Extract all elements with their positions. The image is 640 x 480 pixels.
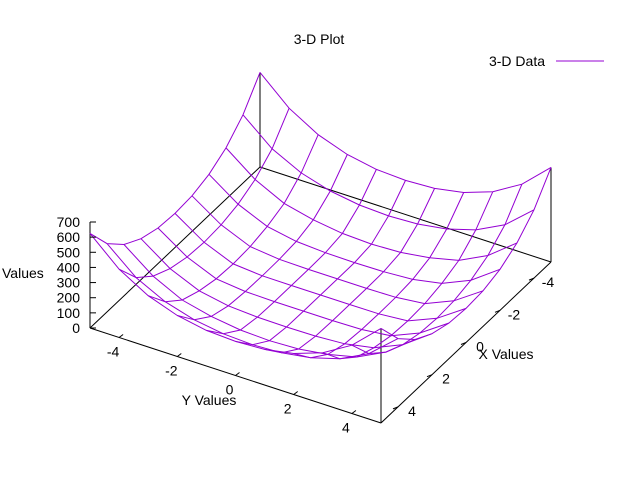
mesh-line-x--1: [206, 169, 377, 335]
z-tick-label: 700: [57, 214, 81, 230]
mesh-line-y--5: [89, 233, 382, 355]
x-tick: [494, 309, 501, 313]
mesh-line-x-0: [235, 180, 406, 346]
y-tick-label: -4: [107, 344, 120, 360]
z-tick-label: 400: [57, 259, 81, 275]
y-tick-label: 4: [342, 420, 350, 436]
mesh-line-y--4: [106, 243, 399, 360]
mesh-line-x-3: [322, 191, 494, 360]
z-tick-label: 600: [57, 229, 81, 245]
z-axis-label: Values: [2, 265, 44, 281]
mesh-line-y-4: [242, 114, 535, 231]
mesh-line-x-5: [380, 167, 552, 341]
mesh-line-x-4: [351, 184, 523, 355]
y-tick-label: 2: [284, 401, 292, 417]
mesh-line-x-1: [264, 188, 436, 354]
y-tick: [118, 334, 124, 338]
x-tick: [392, 406, 399, 410]
y-tick: [235, 372, 240, 376]
x-tick-label: -4: [542, 274, 555, 290]
axes: [89, 72, 552, 424]
y-tick: [351, 410, 357, 414]
surface-mesh: [89, 72, 552, 360]
mesh-line-x--3: [148, 134, 319, 303]
y-tick-label: -2: [165, 363, 178, 379]
y-tick: [293, 391, 299, 395]
base-edge-back: [259, 166, 552, 263]
legend-label: 3-D Data: [489, 53, 545, 69]
y-tick-label: 0: [226, 382, 234, 398]
z-tick-label: 500: [57, 244, 81, 260]
z-tick-label: 0: [72, 320, 80, 336]
legend: 3-D Data: [489, 53, 604, 69]
z-tick-label: 100: [57, 305, 81, 321]
y-axis-label: Y Values: [182, 392, 237, 408]
x-tick: [460, 342, 467, 345]
x-tick: [426, 374, 433, 378]
mesh-line-x--4: [118, 108, 290, 279]
x-tick-label: 4: [408, 403, 416, 419]
z-tick-label: 200: [57, 290, 81, 306]
x-tick-label: -2: [508, 306, 521, 322]
base-edge-back-left: [89, 166, 261, 329]
mesh-line-x--2: [177, 154, 348, 321]
mesh-line-x--5: [89, 72, 261, 246]
z-tick-label: 300: [57, 275, 81, 291]
y-tick: [177, 353, 182, 357]
mesh-line-x-2: [293, 192, 465, 359]
x-tick-label: 0: [476, 339, 484, 355]
x-tick: [528, 277, 535, 281]
chart-title: 3-D Plot: [294, 31, 345, 47]
x-axis-label: X Values: [479, 346, 534, 362]
x-tick-label: 2: [442, 371, 450, 387]
